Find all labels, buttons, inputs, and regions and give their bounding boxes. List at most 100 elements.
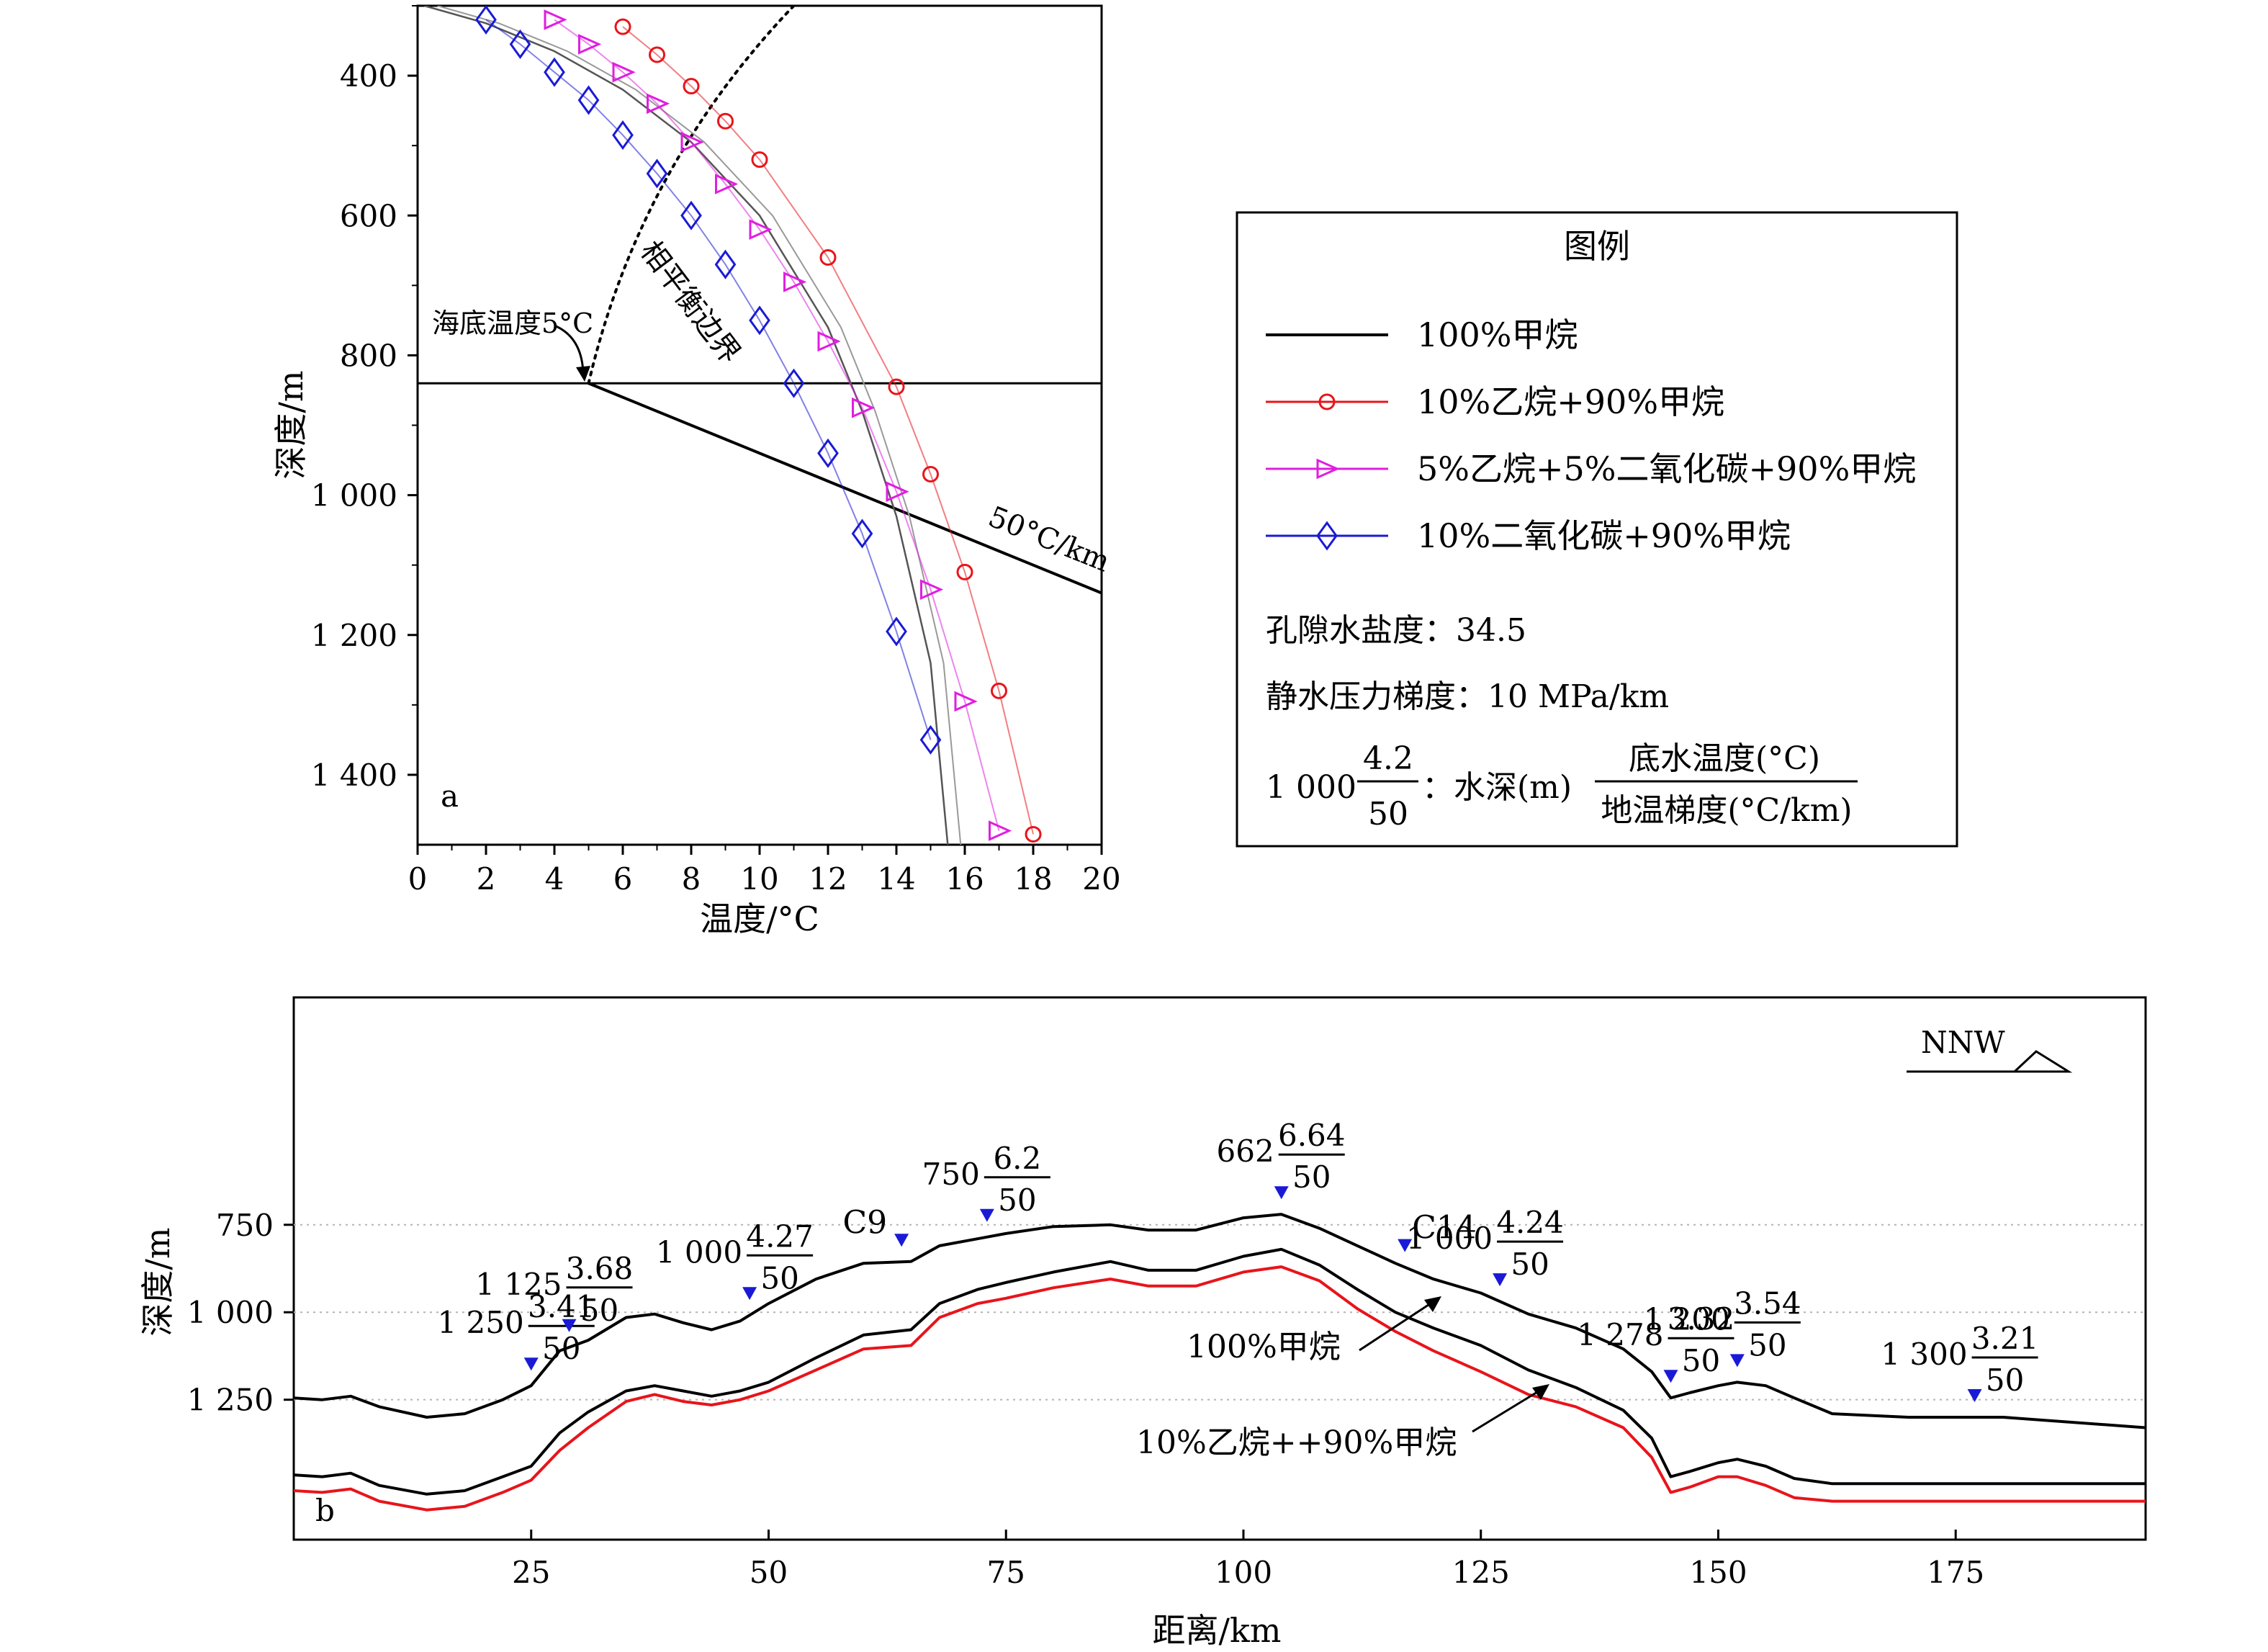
a-ytick-label-3: 1 000	[311, 478, 397, 513]
ethane-line-arrow	[1472, 1388, 1542, 1433]
station-label-3: C9	[842, 1204, 887, 1241]
b-xtick-label-3: 100	[1215, 1555, 1272, 1590]
series-2-point-10	[886, 481, 909, 503]
legend-marker-1	[1318, 393, 1336, 410]
station-label-6: C14	[1412, 1210, 1477, 1247]
b-series-line-2	[293, 1265, 2146, 1512]
series-3-point-7	[714, 249, 737, 279]
panel-b-label: b	[315, 1493, 335, 1528]
station-marker-icon-10	[1967, 1388, 1982, 1402]
b-series-line-1	[293, 1247, 2146, 1496]
b-ytick-label-2: 1 250	[187, 1383, 274, 1418]
series-1-point-9	[991, 682, 1007, 699]
legend-key-depth: 1 000	[1266, 769, 1356, 806]
panel-a-label: a	[441, 778, 459, 814]
panel-b-frame	[292, 996, 2147, 1541]
phase-boundary-line	[587, 6, 796, 385]
station-bottom-temp-10: 3.21	[1971, 1321, 2039, 1356]
a-ytick-label-2: 800	[340, 338, 397, 373]
compass-label: NNW	[1921, 1025, 2006, 1060]
station-marker-icon-9	[1729, 1354, 1745, 1368]
b-xtick-label-5: 150	[1689, 1555, 1747, 1590]
station-depth-4: 750	[922, 1157, 980, 1192]
series-3-point-0	[475, 6, 497, 35]
a-xtick-label-4: 8	[682, 861, 701, 897]
series-1-point-3	[717, 112, 734, 130]
station-marker-icon-4	[979, 1208, 994, 1222]
seafloor-temp-arrowhead	[576, 366, 590, 382]
a-xtick-label-10: 20	[1082, 861, 1120, 897]
series-1-point-10	[1025, 825, 1042, 843]
series-3-point-4	[612, 120, 634, 151]
panel-a-plot-area	[418, 6, 1102, 845]
compass-north-arrow: NNW	[1907, 1025, 2073, 1073]
station-marker-icon-6	[1398, 1239, 1413, 1252]
panel-a-depth-temperature-chart: 0 2 4 6 8 10 12 14 16 18 20 400 600 800 1 000 1 200 1 40…	[271, 4, 1121, 938]
methane-line-arrowhead	[1424, 1296, 1441, 1312]
legend-salinity: 孔隙水盐度：34.5	[1266, 612, 1526, 649]
station-depth-10: 1 300	[1881, 1337, 1967, 1372]
series-1-point-0	[614, 18, 631, 35]
compass-triangle-icon	[1907, 1050, 2073, 1073]
b-ytick-label-0: 750	[216, 1208, 274, 1243]
series-line-3	[485, 19, 932, 740]
b-ytick-label-1: 1 000	[187, 1295, 274, 1330]
series-line-1	[622, 26, 1034, 835]
panel-b-axes: 25 50 75 100 125 150 175 750 1 000 1 250	[187, 1208, 1985, 1590]
station-bottom-temp-4: 6.2	[993, 1141, 1041, 1176]
panel-b-xlabel: 距离/km	[1153, 1611, 1282, 1650]
series-2-point-7	[783, 271, 807, 292]
legend-key-denominator: 地温梯度(°C/km)	[1601, 792, 1852, 829]
a-xtick-label-5: 10	[740, 861, 778, 897]
station-marker-icon-7	[1493, 1273, 1508, 1287]
gradient-annotation: 50°C/km	[984, 500, 1114, 579]
series-1-point-7	[922, 465, 939, 482]
legend-key-numerator: 底水温度(°C)	[1629, 740, 1820, 777]
a-ytick-label-4: 1 200	[311, 618, 397, 653]
series-1-point-2	[683, 78, 700, 95]
a-xtick-label-0: 0	[408, 861, 428, 897]
series-2-point-12	[954, 691, 978, 712]
station-bottom-temp-0: 3.41	[528, 1289, 595, 1324]
legend-label-0: 100%甲烷	[1417, 315, 1578, 354]
series-3-point-11	[851, 519, 873, 549]
series-2-point-2	[612, 61, 636, 83]
station-depth-2: 1 000	[656, 1234, 742, 1270]
series-3-point-13	[919, 724, 942, 755]
station-bottom-temp-9: 3.54	[1734, 1285, 1801, 1321]
series-line-0	[424, 6, 949, 845]
legend-marker-3	[1316, 521, 1338, 551]
b-series-line-0	[293, 1213, 2146, 1429]
station-depth-1: 1 125	[475, 1267, 562, 1302]
a-ytick-label-5: 1 400	[311, 758, 397, 793]
legend-frame	[1236, 211, 1958, 848]
b-xtick-label-1: 50	[750, 1555, 788, 1590]
station-gradient-8: 50	[1682, 1343, 1720, 1378]
ethane-line-arrowhead	[1532, 1384, 1549, 1400]
series-2-point-9	[852, 397, 876, 418]
series-2-point-6	[749, 219, 773, 240]
b-xtick-label-6: 175	[1927, 1555, 1984, 1590]
series-3-point-10	[817, 438, 839, 468]
phase-boundary-annotation: 相平衡边界	[634, 235, 747, 369]
station-bottom-temp-1: 3.68	[566, 1251, 634, 1286]
series-2-point-8	[817, 331, 841, 352]
series-3-point-8	[749, 305, 770, 336]
station-marker-icon-1	[562, 1319, 577, 1332]
panel-b-ylabel: 深度/m	[138, 1227, 177, 1336]
methane-line-annotation: 100%甲烷	[1187, 1329, 1341, 1365]
station-depth-7: 1 000	[1406, 1221, 1493, 1256]
series-2-point-1	[578, 34, 602, 55]
panel-a-ylabel: 深度/m	[271, 370, 310, 479]
series-1-point-6	[888, 378, 905, 395]
a-xtick-label-9: 18	[1014, 861, 1052, 897]
legend-title: 图例	[1564, 227, 1630, 266]
panel-a-axes: 0 2 4 6 8 10 12 14 16 18 20 400 600 800 1 000 1 200 1 40…	[311, 5, 1121, 897]
a-ytick-label-0: 400	[340, 58, 397, 94]
station-bottom-temp-5: 6.64	[1278, 1118, 1346, 1153]
station-bottom-temp-8: 3.32	[1668, 1301, 1735, 1337]
station-gradient-0: 50	[542, 1331, 580, 1366]
station-gradient-1: 50	[580, 1293, 618, 1328]
series-3-point-2	[544, 57, 565, 87]
